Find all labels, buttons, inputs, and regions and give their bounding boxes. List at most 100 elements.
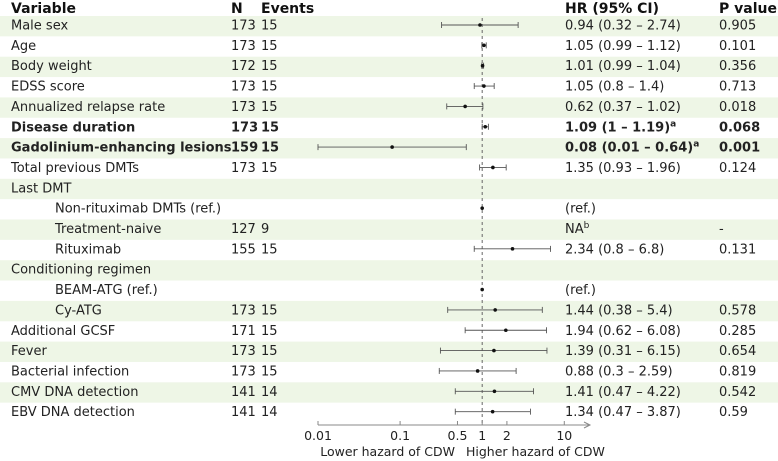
row-label: Bacterial infection (11, 364, 129, 379)
hr-ci-text: 1.09 (1 – 1.19) (565, 120, 670, 135)
hr-point (492, 389, 497, 394)
row-stripes (0, 16, 778, 403)
row-label: Treatment-naive (54, 222, 161, 237)
hr-point (504, 328, 508, 333)
row-label: Cy-ATG (55, 303, 102, 318)
hr-ci-text: NA (565, 222, 584, 237)
row-stripe (0, 260, 778, 281)
row-p-value: 0.578 (719, 303, 756, 318)
hr-ci-text: 0.88 (0.3 – 2.59) (565, 364, 673, 379)
row-p-value: 0.819 (719, 364, 756, 379)
hr-point (483, 124, 488, 129)
table-row: Treatment-naive 127 9 NAb - (54, 221, 724, 237)
row-hr-ci: NAb (565, 221, 590, 237)
table-row: Cy-ATG 173 15 1.44 (0.38 – 5.4) 0.578 (55, 303, 756, 318)
row-label: Non-rituximab DMTs (ref.) (55, 202, 221, 217)
row-events: 15 (261, 59, 278, 74)
row-label: Male sex (11, 19, 68, 34)
row-stripe (0, 138, 778, 159)
hr-ci-text: 1.05 (0.8 – 1.4) (565, 80, 664, 95)
header-p-value: P value (719, 1, 777, 17)
row-p-value: 0.285 (719, 324, 756, 339)
table-row: Age 173 15 1.05 (0.99 – 1.12) 0.101 (11, 39, 756, 54)
table-row: BEAM-ATG (ref.) (ref.) (55, 283, 596, 298)
row-hr-ci: 1.09 (1 – 1.19)a (565, 119, 676, 135)
header-hr: HR (95% CI) (565, 1, 659, 17)
row-stripe (0, 382, 778, 403)
row-hr-ci: (ref.) (565, 283, 596, 298)
row-n: 173 (231, 161, 256, 176)
table-row: Annualized relapse rate 173 15 0.62 (0.37 –… (11, 100, 756, 115)
row-n: 159 (231, 141, 258, 156)
hr-point (480, 287, 484, 292)
hr-point (475, 369, 480, 373)
row-p-value: 0.905 (719, 19, 756, 34)
row-hr-ci: 0.62 (0.37 – 1.02) (565, 100, 681, 115)
row-label: Fever (11, 344, 47, 359)
row-p-value: 0.101 (719, 39, 756, 54)
row-n: 173 (231, 303, 256, 318)
row-events: 15 (261, 324, 278, 339)
table-row: Fever 173 15 1.39 (0.31 – 6.15) 0.654 (11, 344, 756, 359)
row-hr-ci: 1.41 (0.47 – 4.22) (565, 385, 681, 400)
row-label: Conditioning regimen (11, 263, 151, 278)
row-p-value: 0.356 (719, 59, 756, 74)
row-stripe (0, 178, 778, 200)
row-p-value: 0.124 (719, 161, 756, 176)
hr-ci-text: (ref.) (565, 283, 596, 298)
table-row: Conditioning regimen (11, 263, 151, 278)
table-row: Disease duration 173 15 1.09 (1 – 1.19)a 0.0… (11, 119, 760, 135)
hr-ci-text: 1.94 (0.62 – 6.08) (565, 324, 681, 339)
row-stripe (0, 97, 778, 118)
row-hr-ci: 0.88 (0.3 – 2.59) (565, 364, 673, 379)
row-n: 141 (231, 385, 256, 400)
table-row: Non-rituximab DMTs (ref.) (ref.) (55, 202, 596, 217)
hr-ci-text: 1.41 (0.47 – 4.22) (565, 385, 681, 400)
header-n: N (231, 1, 243, 17)
hr-footnote-mark: a (670, 119, 676, 129)
row-label: Body weight (11, 59, 92, 74)
row-events: 15 (261, 303, 278, 318)
row-hr-ci: 0.94 (0.32 – 2.74) (565, 19, 681, 34)
x-tick-label: 1 (478, 428, 486, 443)
hr-point (480, 63, 485, 68)
row-n: 173 (231, 19, 256, 34)
row-label: Last DMT (11, 181, 71, 196)
hr-ci-text: 2.34 (0.8 – 6.8) (565, 242, 664, 257)
header-variable: Variable (11, 1, 76, 17)
hr-point (493, 308, 497, 312)
row-hr-ci: 1.44 (0.38 – 5.4) (565, 303, 673, 318)
row-label: Rituximab (55, 242, 121, 257)
row-n: 172 (231, 59, 256, 74)
hr-ci-text: (ref.) (565, 202, 596, 217)
row-hr-ci: 1.94 (0.62 – 6.08) (565, 324, 681, 339)
table-row: Last DMT (11, 181, 71, 196)
xlabel-right: Higher hazard of CDW (466, 444, 605, 459)
row-p-value: 0.542 (719, 385, 756, 400)
row-label: Total previous DMTs (10, 161, 139, 176)
hr-ci-text: 0.08 (0.01 – 0.64) (565, 141, 693, 156)
xlabel-left: Lower hazard of CDW (320, 444, 455, 459)
row-p-value: 0.131 (719, 242, 756, 257)
row-hr-ci: 1.01 (0.99 – 1.04) (565, 59, 681, 74)
plot-marks (317, 22, 551, 415)
table-row: Total previous DMTs 173 15 1.35 (0.93 – 1.9… (10, 161, 756, 176)
table-row: EDSS score 173 15 1.05 (0.8 – 1.4) 0.713 (11, 80, 756, 95)
row-label: EBV DNA detection (11, 405, 135, 420)
header-events: Events (261, 1, 314, 17)
hr-footnote-mark: a (693, 140, 699, 150)
x-tick-label: 0.5 (448, 428, 468, 443)
x-tick-label: 0.01 (304, 428, 332, 443)
hr-ci-text: 1.01 (0.99 – 1.04) (565, 59, 681, 74)
row-hr-ci: 1.05 (0.99 – 1.12) (565, 39, 681, 54)
row-n: 173 (231, 39, 256, 54)
row-stripe (0, 56, 778, 78)
row-p-value: - (719, 222, 724, 237)
hr-point (490, 409, 495, 414)
row-events: 15 (261, 19, 278, 34)
row-n: 171 (231, 324, 256, 339)
axis-arrow-icon (583, 421, 592, 429)
row-p-value: 0.654 (719, 344, 756, 359)
